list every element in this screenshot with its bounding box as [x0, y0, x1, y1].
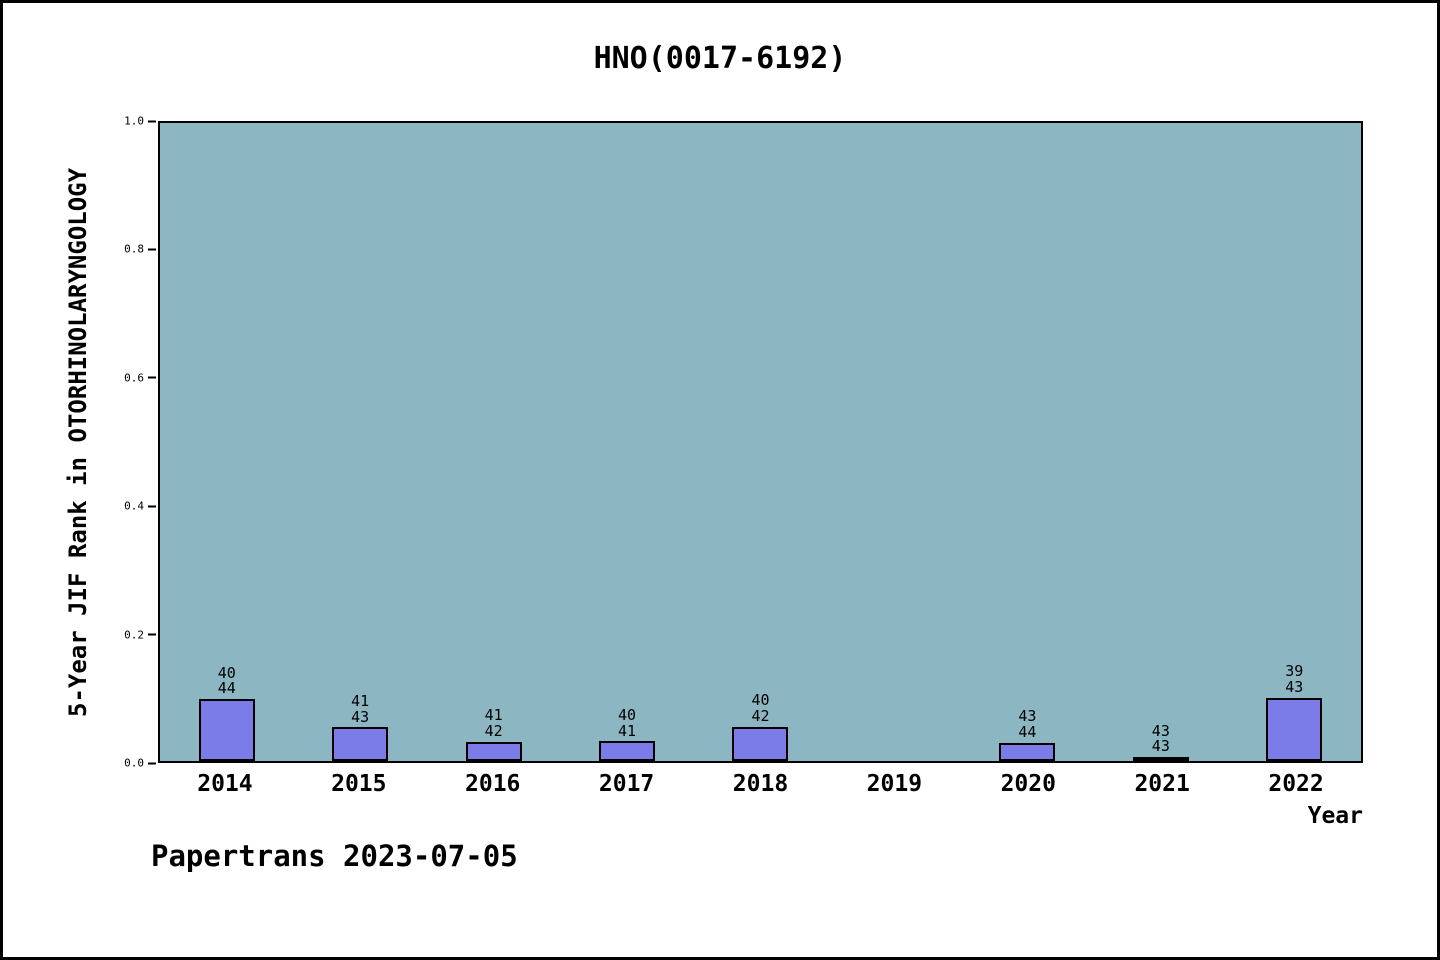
x-tick-label: 2019	[866, 771, 923, 797]
y-tick-mark	[148, 120, 156, 122]
x-tick-label: 2015	[331, 771, 387, 797]
bar-slot	[827, 123, 960, 761]
bar-label: 39 43	[1285, 662, 1304, 696]
y-axis-ticks: 0.0 0.2 0.4 0.6 0.8 1.0	[88, 116, 156, 769]
y-tick-mark	[148, 376, 156, 379]
bar-slot: 43 43	[1094, 123, 1227, 761]
x-tick-row: 2014 2015 2016 2017 2018 2019 2020 2021 2022	[158, 771, 1363, 803]
x-tick-label: 2020	[1000, 771, 1056, 797]
y-tick: 0.4	[124, 501, 156, 512]
y-tick-label: 0.4	[124, 499, 144, 513]
bar	[465, 741, 522, 761]
bar	[198, 699, 255, 761]
x-tick-label: 2022	[1268, 771, 1324, 797]
y-tick-mark	[148, 633, 156, 636]
bar-label: 40 41	[618, 705, 637, 740]
y-tick-mark	[148, 248, 156, 251]
y-tick-label: 0.2	[124, 628, 144, 642]
bar-slot: 41 42	[427, 123, 560, 761]
x-tick-label: 2018	[732, 771, 789, 797]
bar-slot: 43 44	[961, 123, 1094, 761]
chart-title: HNO(0017-6192)	[593, 41, 847, 76]
bar	[1266, 697, 1323, 761]
bar-slot: 40 41	[560, 123, 693, 761]
x-axis-label: Year	[1307, 803, 1363, 829]
footer-text: Papertrans 2023-07-05	[151, 839, 518, 873]
bar	[999, 742, 1056, 761]
plot-area: 40 44 41 43 41 42 40 41 40 42 43 44 43 43 39 43	[158, 121, 1363, 763]
y-tick: 0.6	[124, 372, 156, 383]
bar-slot: 40 44	[160, 123, 293, 761]
y-tick-label: 0.8	[124, 242, 144, 256]
bar	[332, 727, 389, 761]
y-tick: 0.2	[124, 629, 156, 640]
bar	[1132, 757, 1189, 761]
y-tick: 1.0	[124, 116, 156, 127]
bar-slot: 39 43	[1228, 123, 1361, 761]
bar-label: 40 44	[217, 663, 236, 698]
y-tick: 0.0	[124, 758, 156, 769]
y-tick-label: 0.6	[124, 371, 144, 385]
x-tick-label: 2014	[197, 771, 253, 797]
x-tick-label: 2021	[1134, 771, 1190, 797]
bar-label: 41 43	[351, 691, 370, 726]
y-tick: 0.8	[124, 244, 156, 255]
y-tick-mark	[148, 762, 156, 764]
y-tick-label: 1.0	[124, 114, 144, 128]
bar	[732, 726, 789, 761]
bar-slot: 40 42	[694, 123, 827, 761]
y-tick-mark	[148, 505, 156, 508]
bar-label: 41 42	[484, 706, 503, 741]
bar-label: 43 44	[1018, 707, 1037, 741]
bar	[599, 741, 656, 761]
bar-label: 43 43	[1151, 721, 1170, 756]
x-tick-label: 2017	[598, 771, 655, 797]
bar-label: 40 42	[751, 691, 770, 725]
bar-slot: 41 43	[293, 123, 426, 761]
x-tick-label: 2016	[465, 771, 521, 797]
y-tick-label: 0.0	[124, 756, 144, 770]
